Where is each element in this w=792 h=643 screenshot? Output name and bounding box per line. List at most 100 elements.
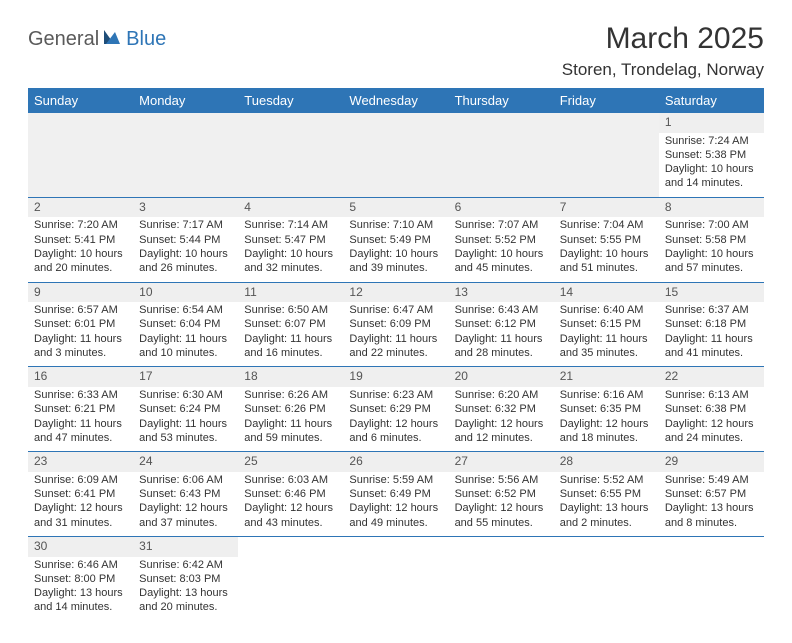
day-number: 30 xyxy=(28,537,133,557)
calendar-day-cell: 15Sunrise: 6:37 AMSunset: 6:18 PMDayligh… xyxy=(659,282,764,367)
calendar-day-cell: 10Sunrise: 6:54 AMSunset: 6:04 PMDayligh… xyxy=(133,282,238,367)
weekday-header: Friday xyxy=(554,88,659,113)
calendar-page: General Blue March 2025 Storen, Trondela… xyxy=(0,0,792,643)
day-detail-line: Daylight: 11 hours xyxy=(139,332,232,346)
day-number: 18 xyxy=(238,367,343,387)
day-detail-line: and 37 minutes. xyxy=(139,516,232,530)
weekday-header: Sunday xyxy=(28,88,133,113)
day-detail-line: Sunrise: 6:40 AM xyxy=(560,303,653,317)
day-detail-line: Sunrise: 6:23 AM xyxy=(349,388,442,402)
day-detail-line: Sunset: 5:44 PM xyxy=(139,233,232,247)
day-detail-line: Sunrise: 6:57 AM xyxy=(34,303,127,317)
day-detail-line: and 16 minutes. xyxy=(244,346,337,360)
day-detail-line: and 41 minutes. xyxy=(665,346,758,360)
day-number: 4 xyxy=(238,198,343,218)
calendar-day-cell: 2Sunrise: 7:20 AMSunset: 5:41 PMDaylight… xyxy=(28,197,133,282)
day-detail-line: Sunrise: 7:04 AM xyxy=(560,218,653,232)
day-detail-line: Sunset: 6:32 PM xyxy=(455,402,548,416)
day-details: Sunrise: 6:09 AMSunset: 6:41 PMDaylight:… xyxy=(34,473,127,530)
day-detail-line: and 12 minutes. xyxy=(455,431,548,445)
day-details: Sunrise: 6:50 AMSunset: 6:07 PMDaylight:… xyxy=(244,303,337,360)
day-detail-line: Daylight: 11 hours xyxy=(455,332,548,346)
day-details: Sunrise: 6:06 AMSunset: 6:43 PMDaylight:… xyxy=(139,473,232,530)
day-details: Sunrise: 5:52 AMSunset: 6:55 PMDaylight:… xyxy=(560,473,653,530)
day-number: 29 xyxy=(659,452,764,472)
day-detail-line: Sunrise: 7:00 AM xyxy=(665,218,758,232)
calendar-day-cell: 7Sunrise: 7:04 AMSunset: 5:55 PMDaylight… xyxy=(554,197,659,282)
day-detail-line: Daylight: 10 hours xyxy=(665,162,758,176)
day-details: Sunrise: 7:04 AMSunset: 5:55 PMDaylight:… xyxy=(560,218,653,275)
day-detail-line: Sunset: 5:38 PM xyxy=(665,148,758,162)
day-detail-line: and 22 minutes. xyxy=(349,346,442,360)
day-details: Sunrise: 5:59 AMSunset: 6:49 PMDaylight:… xyxy=(349,473,442,530)
calendar-day-cell xyxy=(449,113,554,197)
header: General Blue March 2025 Storen, Trondela… xyxy=(28,22,764,80)
day-detail-line: Sunset: 5:49 PM xyxy=(349,233,442,247)
calendar-day-cell: 13Sunrise: 6:43 AMSunset: 6:12 PMDayligh… xyxy=(449,282,554,367)
calendar-day-cell: 17Sunrise: 6:30 AMSunset: 6:24 PMDayligh… xyxy=(133,367,238,452)
day-detail-line: Sunrise: 7:24 AM xyxy=(665,134,758,148)
day-detail-line: Sunrise: 5:56 AM xyxy=(455,473,548,487)
day-detail-line: Sunrise: 6:06 AM xyxy=(139,473,232,487)
day-detail-line: and 49 minutes. xyxy=(349,516,442,530)
calendar-day-cell: 5Sunrise: 7:10 AMSunset: 5:49 PMDaylight… xyxy=(343,197,448,282)
day-details: Sunrise: 6:54 AMSunset: 6:04 PMDaylight:… xyxy=(139,303,232,360)
calendar-day-cell: 31Sunrise: 6:42 AMSunset: 8:03 PMDayligh… xyxy=(133,536,238,620)
day-detail-line: Daylight: 13 hours xyxy=(34,586,127,600)
day-detail-line: Sunrise: 7:17 AM xyxy=(139,218,232,232)
day-detail-line: Sunset: 6:07 PM xyxy=(244,317,337,331)
calendar-day-cell: 9Sunrise: 6:57 AMSunset: 6:01 PMDaylight… xyxy=(28,282,133,367)
day-details: Sunrise: 7:14 AMSunset: 5:47 PMDaylight:… xyxy=(244,218,337,275)
day-detail-line: Sunrise: 7:07 AM xyxy=(455,218,548,232)
day-details: Sunrise: 6:57 AMSunset: 6:01 PMDaylight:… xyxy=(34,303,127,360)
weekday-header: Saturday xyxy=(659,88,764,113)
day-detail-line: Daylight: 12 hours xyxy=(455,417,548,431)
calendar-week-row: 1Sunrise: 7:24 AMSunset: 5:38 PMDaylight… xyxy=(28,113,764,197)
day-detail-line: Sunrise: 6:13 AM xyxy=(665,388,758,402)
day-detail-line: Sunrise: 5:49 AM xyxy=(665,473,758,487)
day-detail-line: and 57 minutes. xyxy=(665,261,758,275)
day-number: 19 xyxy=(343,367,448,387)
calendar-week-row: 2Sunrise: 7:20 AMSunset: 5:41 PMDaylight… xyxy=(28,197,764,282)
day-number: 27 xyxy=(449,452,554,472)
day-detail-line: Sunset: 6:35 PM xyxy=(560,402,653,416)
logo-text-blue: Blue xyxy=(126,28,166,51)
day-details: Sunrise: 6:23 AMSunset: 6:29 PMDaylight:… xyxy=(349,388,442,445)
calendar-day-cell: 26Sunrise: 5:59 AMSunset: 6:49 PMDayligh… xyxy=(343,452,448,537)
calendar-day-cell: 30Sunrise: 6:46 AMSunset: 8:00 PMDayligh… xyxy=(28,536,133,620)
title-block: March 2025 Storen, Trondelag, Norway xyxy=(562,22,764,80)
day-detail-line: Daylight: 10 hours xyxy=(244,247,337,261)
day-details: Sunrise: 7:00 AMSunset: 5:58 PMDaylight:… xyxy=(665,218,758,275)
day-number: 2 xyxy=(28,198,133,218)
calendar-day-cell: 12Sunrise: 6:47 AMSunset: 6:09 PMDayligh… xyxy=(343,282,448,367)
day-detail-line: Daylight: 12 hours xyxy=(349,501,442,515)
day-detail-line: Daylight: 12 hours xyxy=(244,501,337,515)
day-detail-line: Daylight: 12 hours xyxy=(560,417,653,431)
calendar-day-cell: 25Sunrise: 6:03 AMSunset: 6:46 PMDayligh… xyxy=(238,452,343,537)
weekday-header-row: Sunday Monday Tuesday Wednesday Thursday… xyxy=(28,88,764,113)
day-number: 10 xyxy=(133,283,238,303)
day-detail-line: Sunset: 6:29 PM xyxy=(349,402,442,416)
day-number: 8 xyxy=(659,198,764,218)
day-detail-line: Daylight: 12 hours xyxy=(665,417,758,431)
day-detail-line: Sunrise: 7:14 AM xyxy=(244,218,337,232)
day-detail-line: Sunset: 6:21 PM xyxy=(34,402,127,416)
day-detail-line: Sunrise: 6:46 AM xyxy=(34,558,127,572)
day-detail-line: Daylight: 13 hours xyxy=(560,501,653,515)
day-detail-line: Sunset: 6:55 PM xyxy=(560,487,653,501)
day-number: 1 xyxy=(659,113,764,133)
day-detail-line: Sunrise: 5:59 AM xyxy=(349,473,442,487)
day-number: 13 xyxy=(449,283,554,303)
day-detail-line: Sunset: 6:26 PM xyxy=(244,402,337,416)
calendar-week-row: 30Sunrise: 6:46 AMSunset: 8:00 PMDayligh… xyxy=(28,536,764,620)
day-detail-line: Sunrise: 6:33 AM xyxy=(34,388,127,402)
day-details: Sunrise: 5:56 AMSunset: 6:52 PMDaylight:… xyxy=(455,473,548,530)
calendar-day-cell xyxy=(28,113,133,197)
day-detail-line: and 24 minutes. xyxy=(665,431,758,445)
day-detail-line: Daylight: 13 hours xyxy=(665,501,758,515)
calendar-day-cell: 19Sunrise: 6:23 AMSunset: 6:29 PMDayligh… xyxy=(343,367,448,452)
day-detail-line: Daylight: 11 hours xyxy=(139,417,232,431)
calendar-day-cell: 11Sunrise: 6:50 AMSunset: 6:07 PMDayligh… xyxy=(238,282,343,367)
calendar-day-cell: 29Sunrise: 5:49 AMSunset: 6:57 PMDayligh… xyxy=(659,452,764,537)
day-details: Sunrise: 7:10 AMSunset: 5:49 PMDaylight:… xyxy=(349,218,442,275)
